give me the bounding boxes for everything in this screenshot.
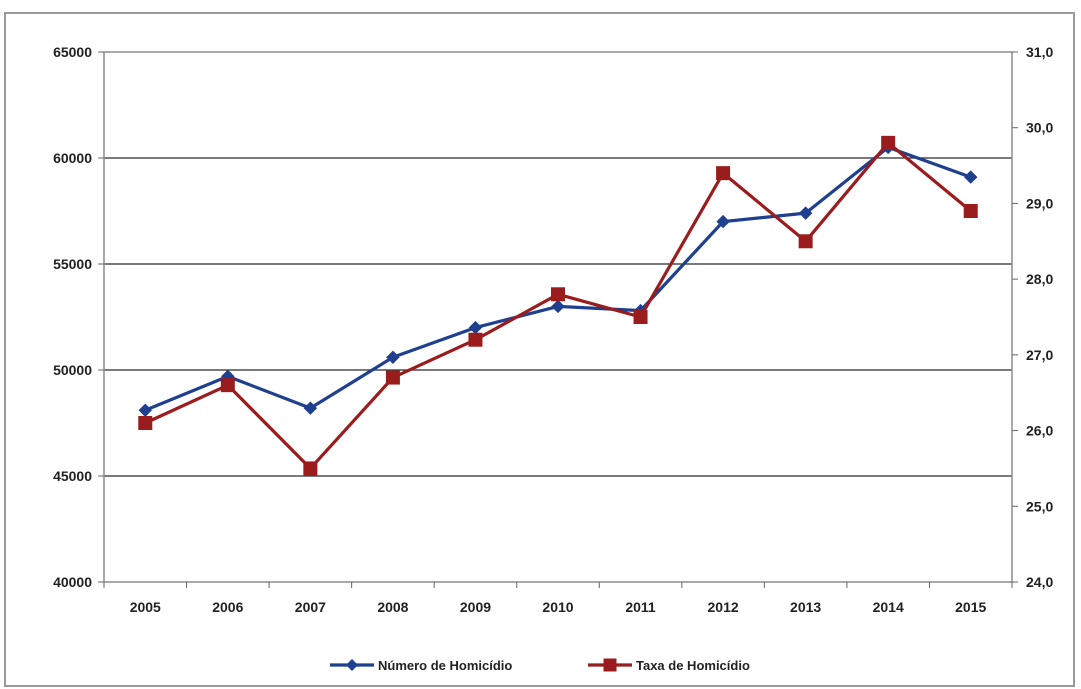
- series-numero: [138, 140, 978, 417]
- series-line: [144, 145, 972, 412]
- x-tick-label: 2010: [542, 599, 573, 615]
- y-left-tick-label: 60000: [53, 150, 92, 166]
- data-point-square: [138, 416, 153, 430]
- data-point-square: [633, 310, 648, 324]
- y-right-tick-label: 25,0: [1026, 498, 1053, 514]
- legend-marker-square: [603, 658, 617, 672]
- legend-label: Taxa de Homicídio: [636, 658, 750, 673]
- data-point-diamond: [386, 350, 400, 364]
- y-left-tick-label: 50000: [53, 362, 92, 378]
- legend: Número de Homicídio Taxa de Homicídio: [330, 658, 750, 673]
- data-point-diamond: [551, 299, 565, 314]
- data-point-square: [963, 204, 978, 218]
- gridlines: [104, 157, 1012, 477]
- data-point-square: [798, 234, 813, 249]
- y-left-tick-label: 65000: [53, 44, 92, 60]
- data-point-square: [468, 332, 483, 347]
- y-right-tick-label: 27,0: [1026, 347, 1053, 363]
- x-tick-label: 2008: [377, 599, 408, 615]
- data-point-square: [220, 378, 235, 393]
- legend-item: Taxa de Homicídio: [588, 658, 750, 673]
- data-point-square: [716, 166, 731, 181]
- x-tick-label: 2007: [295, 599, 326, 615]
- data-point-square: [385, 370, 400, 385]
- data-point-diamond: [468, 320, 483, 335]
- data-point-diamond: [303, 401, 318, 415]
- data-point-diamond: [798, 206, 813, 220]
- data-point-diamond: [138, 403, 152, 417]
- x-tick-label: 2009: [460, 599, 491, 615]
- y-left-tick-label: 40000: [53, 574, 92, 590]
- data-point-square: [881, 135, 896, 150]
- x-tick-label: 2005: [130, 599, 161, 615]
- x-tick-label: 2015: [955, 599, 986, 615]
- data-point-diamond: [964, 170, 978, 184]
- legend-item: Número de Homicídio: [330, 658, 512, 673]
- y-left-tick-label: 45000: [53, 468, 92, 484]
- y-left-tick-label: 55000: [53, 256, 92, 272]
- series-layer: [138, 135, 978, 476]
- axes: 40000 45000 50000 55000 60000 65000 24,0 25,0 26…: [53, 44, 1053, 615]
- data-point-square: [551, 287, 565, 302]
- data-point-square: [303, 461, 318, 476]
- y-right-tick-label: 29,0: [1026, 195, 1053, 211]
- y-right-tick-label: 30,0: [1026, 120, 1053, 136]
- legend-marker-diamond: [346, 659, 358, 671]
- plot-area: [103, 51, 1013, 583]
- x-tick-label: 2012: [708, 599, 739, 615]
- chart-frame: [4, 12, 1075, 687]
- legend-label: Número de Homicídio: [378, 658, 512, 673]
- series-taxa: [138, 135, 978, 476]
- data-point-diamond: [716, 214, 730, 229]
- y-right-tick-label: 28,0: [1026, 271, 1053, 287]
- x-tick-label: 2014: [873, 599, 904, 615]
- y-right-tick-label: 26,0: [1026, 423, 1053, 439]
- x-tick-label: 2013: [790, 599, 821, 615]
- y-right-tick-label: 24,0: [1026, 574, 1053, 590]
- y-right-tick-label: 31,0: [1026, 44, 1053, 60]
- x-tick-label: 2011: [625, 599, 656, 615]
- x-tick-label: 2006: [212, 599, 243, 615]
